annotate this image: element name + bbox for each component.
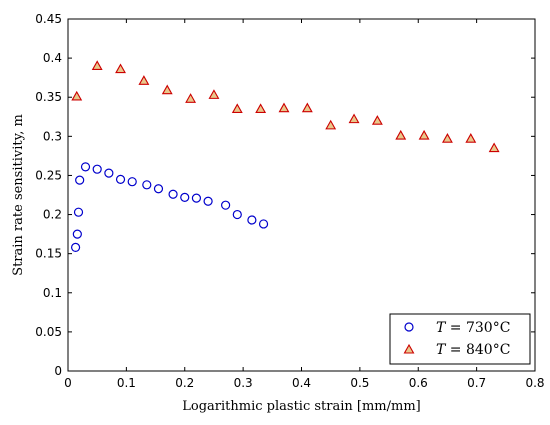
x-tick-label-8: 0.8 (525, 376, 544, 390)
series-0-point-1 (72, 229, 82, 239)
series-0-point-11 (168, 189, 178, 199)
y-axis-label: Strain rate sensitivity, m (11, 114, 26, 276)
series-0-point-2 (73, 207, 84, 217)
series-1-point-5 (185, 93, 197, 103)
series-1-point-12 (348, 113, 360, 124)
axis-tick-labels: 0 0.1 0.2 0.3 0.4 0.5 0.6 0.7 0.8 0 0.05 0.1 0.15 0.2… (35, 12, 544, 390)
series-1-point-10 (301, 102, 313, 113)
y-tick-label-2: 0.1 (43, 286, 62, 300)
series-1-point-9 (278, 102, 290, 113)
series-1-point-3 (138, 75, 150, 85)
y-tick-label-8: 0.4 (43, 51, 62, 65)
series-0-point-16 (232, 209, 242, 220)
series-0-point-5 (92, 164, 102, 174)
y-tick-label-7: 0.35 (35, 90, 62, 104)
series-0-point-10 (153, 184, 164, 194)
series-1-point-1 (91, 60, 103, 70)
axis-ticks (67, 18, 536, 372)
x-tick-label-2: 0.2 (175, 376, 194, 390)
x-tick-label-4: 0.4 (292, 376, 311, 390)
y-tick-label-4: 0.2 (43, 208, 62, 222)
series-1-point-18 (488, 142, 500, 153)
series-0-point-6 (104, 168, 114, 178)
series-0-point-9 (142, 180, 152, 190)
series-1-point-7 (231, 103, 243, 114)
series-1-point-8 (255, 103, 267, 114)
series-1-point-16 (441, 133, 453, 143)
series-0-point-13 (191, 193, 202, 203)
series-0-point-18 (258, 219, 269, 229)
series-1-point-13 (371, 115, 383, 125)
x-tick-label-0: 0 (64, 376, 72, 390)
series-0-point-0 (70, 242, 81, 253)
y-tick-label-0: 0 (54, 364, 62, 378)
x-tick-label-5: 0.5 (350, 376, 369, 390)
legend-label-840: T = 840°C (436, 342, 510, 358)
legend-box (389, 313, 531, 365)
legend: T = 730°C T = 840°C (389, 313, 531, 365)
series-0-point-4 (80, 162, 91, 172)
y-tick-label-5: 0.25 (35, 168, 62, 182)
series-0-point-7 (115, 174, 126, 184)
series-1-point-11 (325, 119, 337, 130)
series-0-point-12 (180, 192, 190, 202)
series-0-point-8 (127, 177, 137, 187)
series-1-point-15 (418, 129, 430, 140)
series-0-point-15 (221, 200, 231, 210)
series-0-point-3 (75, 175, 85, 185)
x-tick-label-7: 0.7 (467, 376, 486, 390)
legend-label-730: T = 730°C (436, 320, 510, 336)
y-tick-label-3: 0.15 (35, 247, 62, 261)
legend-marker-circle (404, 322, 414, 332)
x-tick-label-6: 0.6 (409, 376, 428, 390)
series-1-point-4 (161, 84, 173, 95)
data-markers (70, 60, 500, 253)
plot-area (67, 18, 536, 372)
y-tick-label-9: 0.45 (35, 12, 62, 26)
series-1-point-17 (465, 133, 477, 143)
series-0-point-17 (247, 215, 257, 225)
y-tick-label-6: 0.3 (43, 129, 62, 143)
series-1-point-0 (71, 90, 83, 101)
x-tick-label-1: 0.1 (117, 376, 136, 390)
series-1-point-2 (115, 63, 126, 74)
x-tick-label-3: 0.3 (234, 376, 253, 390)
series-0-point-14 (203, 196, 213, 206)
series-1-point-6 (208, 89, 220, 99)
x-axis-label: Logarithmic plastic strain [mm/mm] (182, 399, 420, 414)
y-tick-label-1: 0.05 (35, 325, 62, 339)
legend-marker-triangle (403, 343, 415, 354)
series-1-point-14 (395, 129, 407, 140)
